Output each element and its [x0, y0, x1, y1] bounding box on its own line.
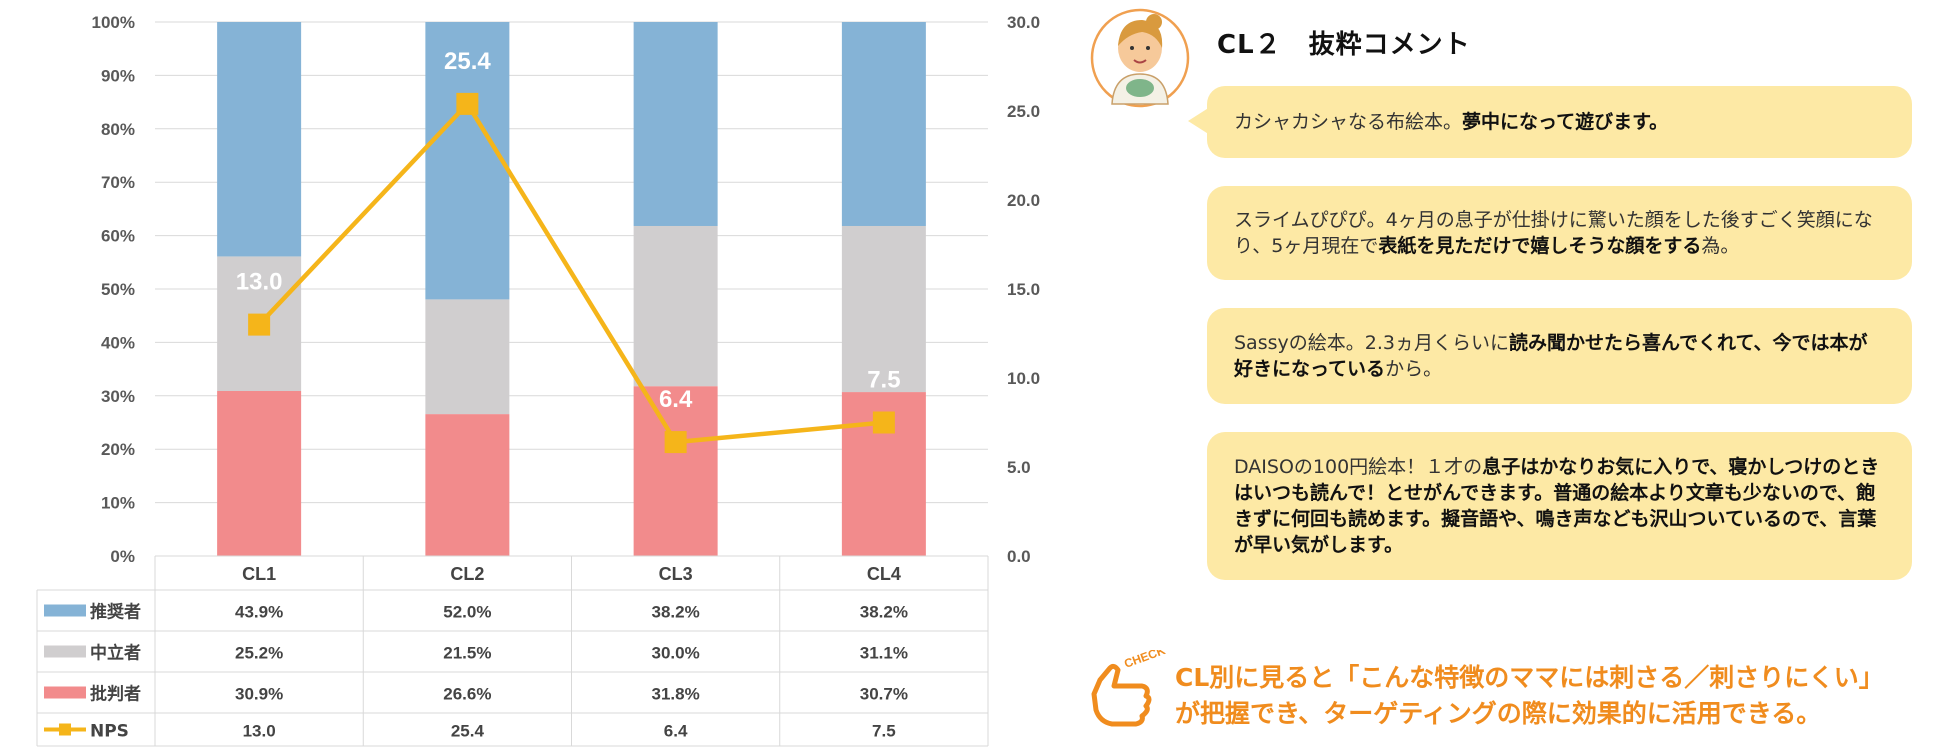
speech-bubble-tail	[1188, 107, 1210, 135]
nps-data-label: 13.0	[236, 269, 283, 296]
check-label: CHECK	[1122, 650, 1167, 671]
comment-text: Sassyの絵本。2.3ヵ月くらいに	[1234, 332, 1509, 354]
legend-swatch	[44, 604, 86, 617]
table-cell-value: 30.9%	[235, 685, 283, 704]
legend-label: NPS	[90, 722, 129, 742]
table-cell-value: 26.6%	[443, 685, 491, 704]
legend-label: 推奨者	[90, 602, 141, 623]
nps-chart: 13.0 25.4 6.4 7.5 0% 10% 20% 30% 40% 50% 60% 70% 80…	[36, 13, 1040, 747]
bar-segment	[425, 22, 510, 300]
y-right-tick-label: 20.0	[1007, 191, 1040, 210]
bar-segment	[841, 225, 926, 393]
table-cell-value: 25.4	[451, 722, 485, 741]
x-category-label: CL4	[867, 564, 901, 584]
y-left-tick-label: 60%	[101, 227, 135, 246]
comment-text-end: から。	[1385, 358, 1443, 380]
nps-data-label: 6.4	[659, 386, 693, 413]
table-cell-value: 30.7%	[860, 685, 908, 704]
y-right-tick-label: 25.0	[1007, 102, 1040, 121]
y-right-tick-label: 10.0	[1007, 369, 1040, 388]
comment-bubble-2: スライムぴぴぴ。4ヶ月の息子が仕掛けに驚いた顔をした後すごく笑顔になり、5ヶ月現…	[1207, 186, 1912, 280]
comments-panel: CL２ 抜粋コメント カシャカシャなる布絵本。夢中になって遊びます。 スライムぴ…	[1080, 0, 1950, 751]
table-cell-value: 7.5	[872, 722, 896, 741]
y-left-tick-label: 90%	[101, 66, 135, 85]
comment-text-end: 為。	[1701, 235, 1740, 257]
table-cell-value: 21.5%	[443, 644, 491, 663]
comment-text: DAISOの100円絵本！１才の	[1234, 456, 1483, 478]
legend-label: 批判者	[90, 684, 141, 705]
bar-segment	[841, 22, 926, 226]
check-hand-icon: CHECK	[1091, 650, 1167, 727]
comment-highlight: 表紙を見ただけで嬉しそうな顔をする	[1378, 235, 1702, 257]
y-right-tick-label: 30.0	[1007, 13, 1040, 32]
comment-bubble-3: Sassyの絵本。2.3ヵ月くらいに読み聞かせたら喜んでくれて、今では本が好きに…	[1207, 308, 1912, 404]
bar-segment	[633, 22, 718, 226]
bar-segment	[217, 390, 302, 556]
nps-data-label: 25.4	[444, 48, 491, 75]
y-left-tick-label: 80%	[101, 120, 135, 139]
table-cell-value: 13.0	[243, 722, 276, 741]
x-category-label: CL1	[242, 564, 276, 584]
y-left-tick-label: 0%	[110, 547, 135, 566]
legend-label: 中立者	[90, 643, 141, 664]
comment-text: カシャカシャなる布絵本。	[1234, 111, 1463, 133]
x-category-label: CL2	[450, 564, 484, 584]
table-cell-value: 31.1%	[860, 644, 908, 663]
legend-marker-swatch	[59, 723, 71, 736]
mother-avatar-icon	[1090, 8, 1190, 108]
comment-text: スライムぴぴぴ。4ヶ月の息子が仕掛けに驚いた顔をした後すごく笑顔になり、5ヶ月現…	[1234, 209, 1873, 257]
table-cell-value: 38.2%	[860, 603, 908, 622]
nps-data-label: 7.5	[867, 367, 900, 394]
comment-bubble-1: カシャカシャなる布絵本。夢中になって遊びます。	[1207, 86, 1912, 158]
table-cell-value: 43.9%	[235, 603, 283, 622]
conclusion-line-1: CL別に見ると「こんな特徴のママには刺さる／刺さりにくい」	[1175, 663, 1884, 692]
table-cell-value: 25.2%	[235, 644, 283, 663]
y-right-tick-label: 5.0	[1007, 458, 1031, 477]
nps-marker	[456, 92, 479, 115]
bar-segment	[425, 299, 510, 415]
x-category-label: CL3	[659, 564, 693, 584]
legend-swatch	[44, 686, 86, 699]
bar-segment	[633, 225, 718, 387]
table-cell-value: 38.2%	[652, 603, 700, 622]
conclusion-text: CL別に見ると「こんな特徴のママには刺さる／刺さりにくい」 が把握でき、ターゲテ…	[1175, 660, 1935, 732]
bar-segment	[217, 22, 302, 257]
comment-highlight: 夢中になって遊びます。	[1462, 111, 1669, 133]
y-left-tick-label: 50%	[101, 280, 135, 299]
comment-highlight: 読み聞かせたら喜んでくれて、今では本が好きになっている	[1234, 332, 1868, 380]
y-left-tick-label: 20%	[101, 440, 135, 459]
y-left-tick-label: 40%	[101, 333, 135, 352]
comment-bubble-4: DAISOの100円絵本！１才の息子はかなりお気に入りで、寝かしつけのときはいつ…	[1207, 432, 1912, 580]
y-left-tick-label: 70%	[101, 173, 135, 192]
comments-title: CL２ 抜粋コメント	[1217, 30, 1471, 60]
bar-segment	[425, 414, 510, 556]
y-left-tick-label: 10%	[101, 494, 135, 513]
y-right-tick-label: 15.0	[1007, 280, 1040, 299]
bar-segment	[633, 386, 718, 556]
conclusion-line-2: が把握でき、ターゲティングの際に効果的に活用できる。	[1175, 699, 1822, 728]
chart-canvas: 13.0 25.4 6.4 7.5 0% 10% 20% 30% 40% 50% 60% 70% 80…	[36, 13, 1040, 747]
nps-marker	[248, 313, 271, 336]
table-cell-value: 30.0%	[652, 644, 700, 663]
y-left-tick-label: 30%	[101, 387, 135, 406]
y-left-tick-label: 100%	[92, 13, 135, 32]
nps-line	[257, 101, 885, 445]
table-cell-value: 31.8%	[652, 685, 700, 704]
legend-swatch	[44, 645, 86, 658]
comment-highlight: 息子はかなりお気に入りで、寝かしつけのときはいつも読んで！とせがんできます。普通…	[1234, 456, 1880, 556]
nps-marker	[664, 431, 687, 454]
y-right-tick-label: 0.0	[1007, 547, 1031, 566]
table-cell-value: 6.4	[664, 722, 688, 741]
nps-marker	[872, 411, 895, 434]
table-cell-value: 52.0%	[443, 603, 491, 622]
